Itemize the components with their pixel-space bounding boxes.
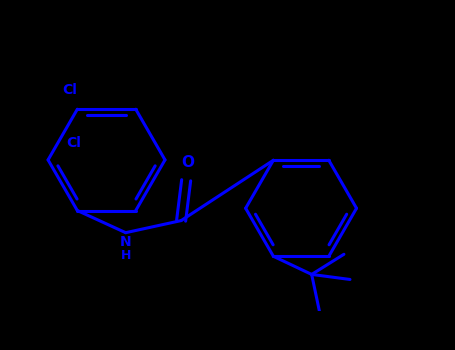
Text: H: H xyxy=(121,249,131,262)
Text: Cl: Cl xyxy=(62,83,77,97)
Text: Cl: Cl xyxy=(66,136,81,150)
Text: O: O xyxy=(182,155,195,170)
Text: N: N xyxy=(120,235,131,249)
